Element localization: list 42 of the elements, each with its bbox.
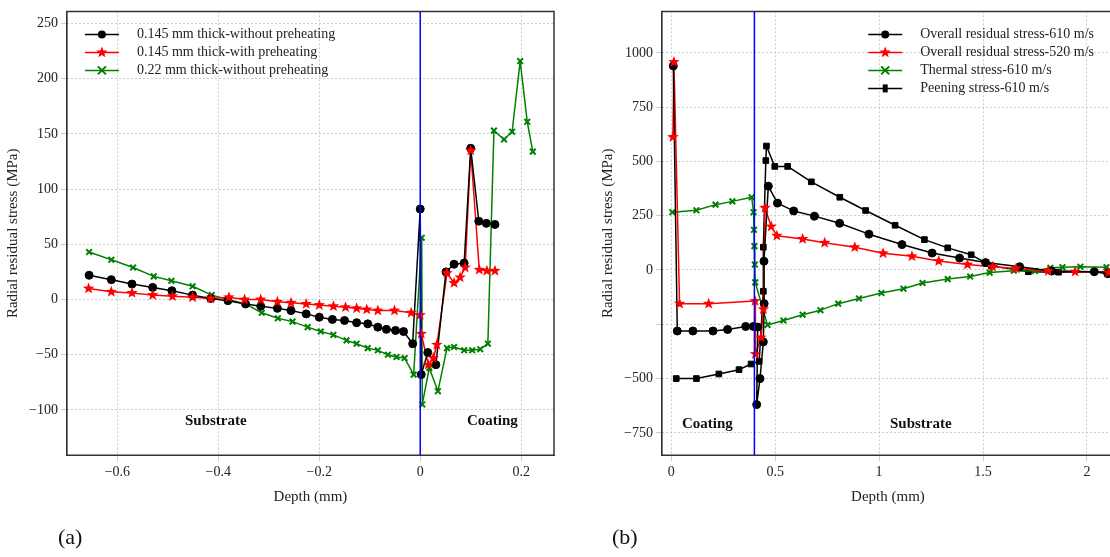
legend-label: Thermal stress-610 m/s bbox=[920, 62, 1052, 78]
legend-label: Overall residual stress-520 m/s bbox=[920, 44, 1094, 60]
legend-label: Peening stress-610 m/s bbox=[920, 80, 1050, 96]
y-tick-label: −750 bbox=[623, 424, 653, 440]
y-tick-label: 750 bbox=[631, 98, 653, 114]
y-tick-label: 100 bbox=[36, 180, 58, 196]
x-tick-label: 1 bbox=[875, 464, 883, 480]
x-tick-label: −0.2 bbox=[306, 464, 332, 480]
y-tick-label: 0 bbox=[645, 261, 653, 277]
annotation: Substrate bbox=[185, 412, 247, 429]
y-tick-label: 250 bbox=[631, 207, 653, 223]
x-axis-title: Depth (mm) bbox=[851, 487, 925, 505]
annotation: Substrate bbox=[890, 415, 952, 432]
x-tick-label: 0.2 bbox=[512, 464, 530, 480]
x-axis-title: Depth (mm) bbox=[273, 487, 348, 505]
legend-label: 0.22 mm thick-without preheating bbox=[136, 62, 329, 78]
x-tick-label: 2 bbox=[1083, 464, 1091, 480]
y-tick-label: 50 bbox=[43, 236, 58, 252]
y-axis-title: Radial residual stress (MPa) bbox=[3, 148, 21, 319]
y-axis-title: Radial residual stress (MPa) bbox=[598, 148, 616, 319]
text: (b) bbox=[612, 524, 638, 550]
y-tick-label: 1000 bbox=[624, 44, 653, 60]
y-tick-label: 200 bbox=[36, 70, 58, 86]
y-tick-label: 0 bbox=[50, 291, 58, 307]
y-tick-label: −100 bbox=[28, 401, 58, 417]
legend-label: Overall residual stress-610 m/s bbox=[920, 26, 1094, 42]
y-tick-label: 250 bbox=[36, 15, 58, 31]
annotation: Coating bbox=[682, 415, 733, 432]
x-tick-label: 0.5 bbox=[766, 464, 784, 480]
legend-label: 0.145 mm thick-without preheating bbox=[136, 26, 336, 42]
y-tick-label: 150 bbox=[36, 125, 58, 141]
y-tick-label: −500 bbox=[623, 370, 653, 386]
x-tick-label: 0 bbox=[416, 464, 424, 480]
text: (a) bbox=[58, 524, 83, 550]
x-tick-label: −0.4 bbox=[205, 464, 232, 480]
y-tick-label: −50 bbox=[35, 346, 58, 362]
x-tick-label: 0 bbox=[667, 464, 675, 480]
annotation: Coating bbox=[467, 412, 518, 429]
x-tick-label: −0.6 bbox=[104, 464, 131, 480]
y-tick-label: 500 bbox=[631, 153, 653, 169]
x-tick-label: 1.5 bbox=[974, 464, 992, 480]
legend-label: 0.145 mm thick-with preheating bbox=[136, 44, 318, 60]
